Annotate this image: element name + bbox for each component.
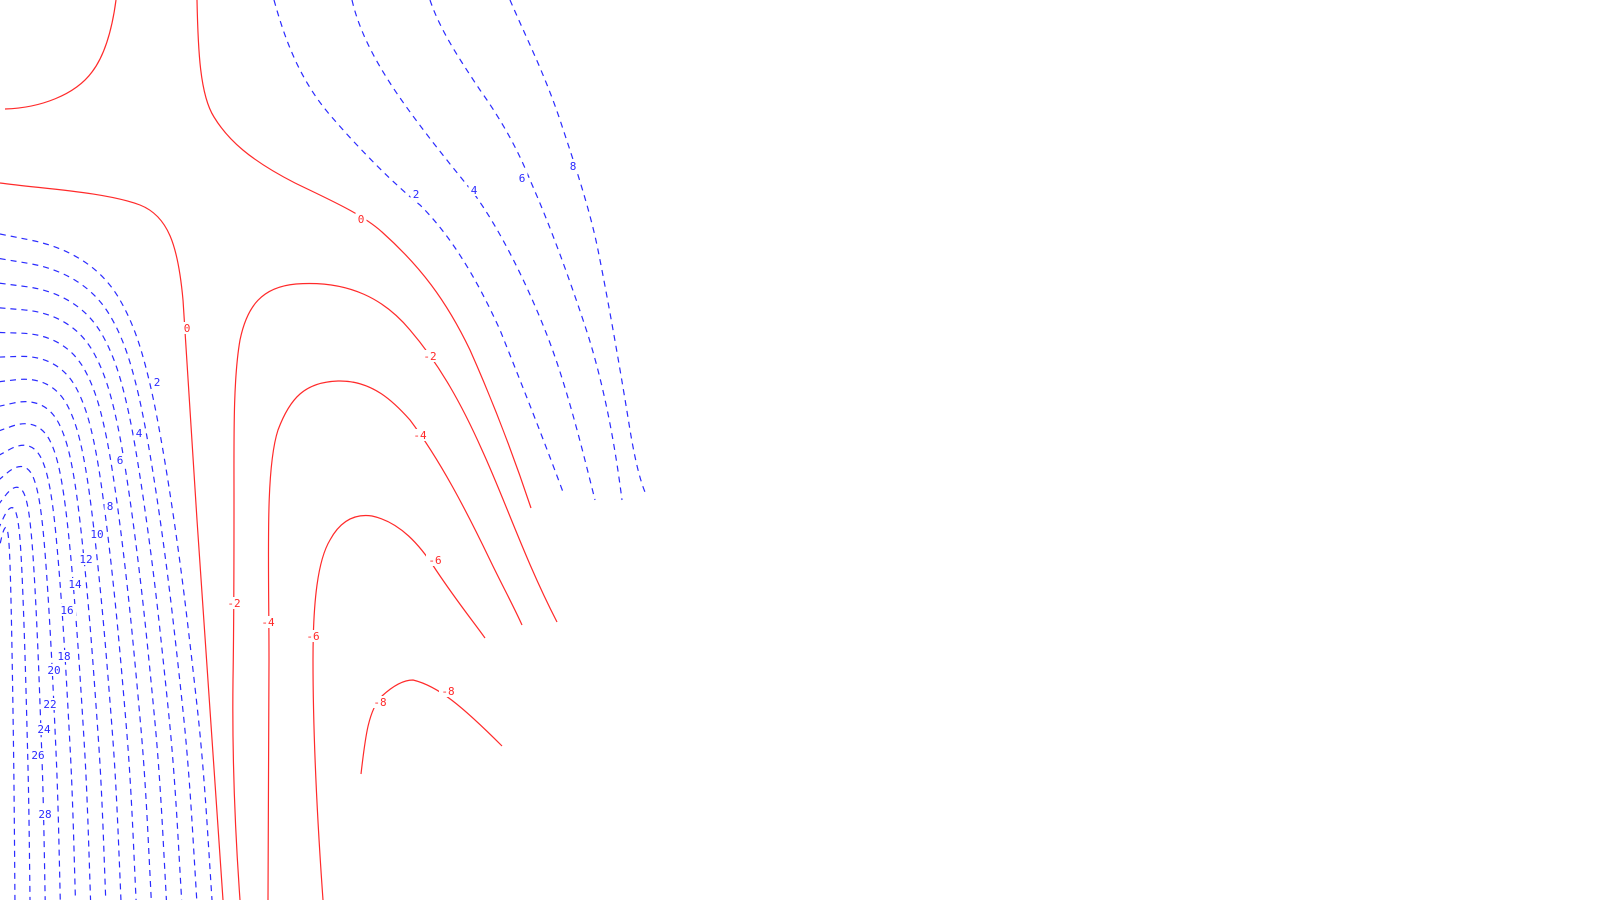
contour-neg2 bbox=[232, 282, 558, 900]
contour-label: 4 bbox=[136, 427, 143, 440]
contour-label: -4 bbox=[261, 616, 275, 629]
contour-label: 6 bbox=[519, 172, 526, 185]
contour-label: -2 bbox=[227, 597, 240, 610]
contour-pos-lower-3 bbox=[0, 282, 183, 900]
contour-pos-lower-8 bbox=[0, 401, 107, 900]
contour-label-bg bbox=[259, 616, 277, 628]
contour-label-bg bbox=[41, 698, 59, 710]
contour-label-bg bbox=[567, 160, 579, 172]
contour-label: 16 bbox=[60, 604, 73, 617]
contour-pos-lower-10 bbox=[0, 444, 77, 900]
contour-label-bg bbox=[468, 184, 480, 196]
contour-pos-lower-7 bbox=[0, 378, 122, 900]
contour-pos2-upper bbox=[273, 0, 564, 493]
contour-label-bg bbox=[371, 696, 389, 708]
contour-pos-lower-1 bbox=[0, 233, 213, 900]
contour-label: 6 bbox=[117, 454, 124, 467]
contour-label: -4 bbox=[413, 429, 427, 442]
contour-label-bg bbox=[181, 322, 193, 334]
contour-label: 2 bbox=[413, 188, 420, 201]
contour-pos4-upper bbox=[351, 0, 596, 501]
contour-label: 14 bbox=[68, 578, 82, 591]
contour-label-bg bbox=[133, 427, 145, 439]
contour-label-bg bbox=[58, 604, 76, 616]
contour-pos8-upper bbox=[509, 0, 646, 493]
contour-label: -6 bbox=[428, 554, 441, 567]
contour-label: 2 bbox=[154, 376, 161, 389]
contour-label-bg bbox=[45, 664, 63, 676]
contour-label-bg bbox=[29, 749, 47, 761]
contour-label-bg bbox=[151, 376, 163, 388]
contour-label: 22 bbox=[43, 698, 56, 711]
contour-label-bg bbox=[304, 630, 322, 642]
contour-label-bg bbox=[55, 650, 73, 662]
contour-label: 0 bbox=[184, 322, 191, 335]
contour-label-bg bbox=[439, 685, 457, 697]
contour-label: 0 bbox=[358, 213, 365, 226]
contour-zero-upper bbox=[196, 0, 532, 509]
contour-label-bg bbox=[104, 500, 116, 512]
contour-label-bg bbox=[88, 528, 106, 540]
contour-label-bg bbox=[410, 188, 422, 200]
contour-label: 28 bbox=[38, 808, 51, 821]
contour-label: -8 bbox=[441, 685, 454, 698]
contour-label-bg bbox=[114, 454, 126, 466]
contour-label: 10 bbox=[90, 528, 103, 541]
contour-label-bg bbox=[355, 213, 367, 225]
contour-lines bbox=[0, 0, 646, 900]
contour-pos-lower-2 bbox=[0, 258, 198, 900]
contour-label-bg bbox=[35, 723, 53, 735]
contour-label: 26 bbox=[31, 749, 44, 762]
contour-label-bg bbox=[421, 350, 439, 362]
contour-labels: 00-2-2-4-4-6-6-8-82 468246810121416182022… bbox=[29, 160, 579, 821]
contour-label: 12 bbox=[79, 553, 92, 566]
contour-label-bg bbox=[66, 578, 84, 590]
contour-pos-lower-4 bbox=[0, 307, 168, 900]
contour-label: -6 bbox=[306, 630, 319, 643]
contour-neg8 bbox=[360, 679, 503, 775]
contour-pos-lower-12 bbox=[0, 486, 46, 900]
contour-label-bg bbox=[426, 554, 444, 566]
contour-label-bg bbox=[225, 597, 243, 609]
contour-label: 20 bbox=[47, 664, 60, 677]
contour-pos-lower-9 bbox=[0, 423, 92, 900]
contour-label-bg bbox=[411, 429, 429, 441]
contour-label: 24 bbox=[37, 723, 51, 736]
contour-neg6 bbox=[312, 514, 486, 900]
contour-pos-lower-14 bbox=[0, 526, 16, 900]
contour-label: 8 bbox=[570, 160, 577, 173]
contour-label: -8 bbox=[373, 696, 386, 709]
contour-label-bg bbox=[36, 808, 54, 820]
contour-label: 18 bbox=[57, 650, 70, 663]
contour-label-bg bbox=[516, 172, 528, 184]
contour-label: 4 bbox=[471, 184, 478, 197]
contour-pos6-upper bbox=[429, 0, 623, 501]
contour-label-bg bbox=[77, 553, 95, 565]
contour-pos-lower-11 bbox=[0, 465, 61, 900]
contour-label: -2 bbox=[423, 350, 436, 363]
contour-pos-lower-6 bbox=[0, 355, 137, 900]
contour-zero-corner bbox=[4, 0, 117, 110]
contour-label: 8 bbox=[107, 500, 114, 513]
contour-neg4 bbox=[267, 380, 523, 900]
contour-pos-lower-5 bbox=[0, 331, 152, 900]
contour-zero-left bbox=[0, 182, 224, 900]
